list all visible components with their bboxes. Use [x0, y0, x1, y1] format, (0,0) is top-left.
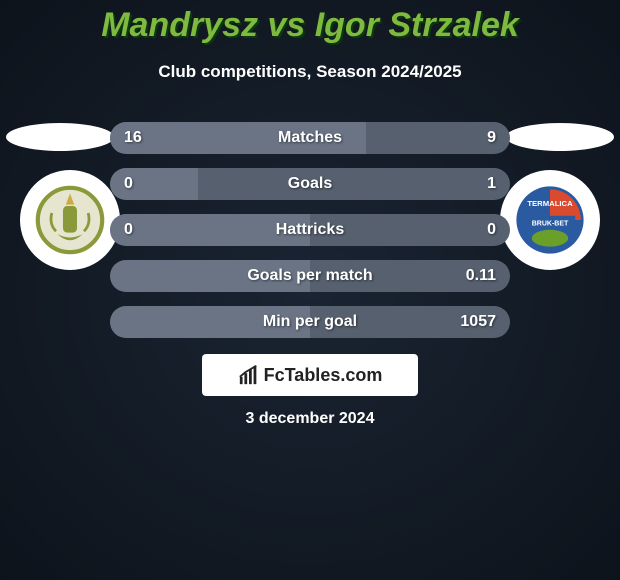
club-badge-left — [20, 170, 120, 270]
brand-box: FcTables.com — [202, 354, 418, 396]
club-crest-right-icon: TERMALICA BRUK-BET — [515, 185, 585, 255]
subtitle: Club competitions, Season 2024/2025 — [0, 62, 620, 82]
stat-row: 0Goals1 — [110, 168, 510, 200]
stat-right-value: 1057 — [460, 306, 496, 338]
stat-label: Matches — [110, 122, 510, 154]
stat-right-value: 0 — [487, 214, 496, 246]
chart-icon — [238, 364, 260, 386]
page-title: Mandrysz vs Igor Strzalek — [0, 6, 620, 45]
stat-row: Goals per match0.11 — [110, 260, 510, 292]
stats-rows: 16Matches90Goals10Hattricks0Goals per ma… — [110, 122, 510, 352]
stat-row: 16Matches9 — [110, 122, 510, 154]
player-left-ellipse — [6, 123, 114, 151]
stat-right-value: 0.11 — [466, 260, 496, 292]
svg-text:BRUK-BET: BRUK-BET — [532, 221, 569, 228]
date-text: 3 december 2024 — [0, 410, 620, 428]
stat-label: Goals per match — [110, 260, 510, 292]
stat-row: 0Hattricks0 — [110, 214, 510, 246]
stat-label: Hattricks — [110, 214, 510, 246]
club-badge-right: TERMALICA BRUK-BET — [500, 170, 600, 270]
player-right-ellipse — [506, 123, 614, 151]
club-right-label-text: TERMALICA — [527, 199, 573, 208]
brand-text: FcTables.com — [264, 365, 383, 386]
stat-right-value: 1 — [487, 168, 496, 200]
stat-label: Goals — [110, 168, 510, 200]
stat-row: Min per goal1057 — [110, 306, 510, 338]
stat-right-value: 9 — [487, 122, 496, 154]
club-crest-left-icon — [35, 185, 105, 255]
stat-label: Min per goal — [110, 306, 510, 338]
